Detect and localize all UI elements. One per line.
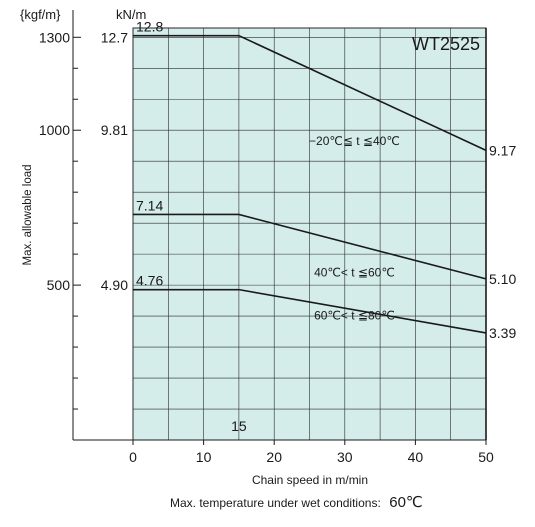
series-start-label: 12.8 xyxy=(136,19,163,35)
footnote-text: Max. temperature under wet conditions: xyxy=(170,496,381,510)
y-units-right: kN/m xyxy=(116,7,146,22)
footnote: Max. temperature under wet conditions: 6… xyxy=(170,494,423,511)
y-tick-label-kn: 9.81 xyxy=(101,122,128,138)
y-tick-label-kgf: 1000 xyxy=(39,122,70,138)
axis-lines xyxy=(72,10,487,445)
series-start-label: 7.14 xyxy=(136,197,163,213)
series-line xyxy=(133,34,487,152)
series-end-label: 9.17 xyxy=(489,142,516,158)
series-lines: 12.8 9.17 −20℃≦ t ≦40℃ 7.14 5.10 40℃< t ≦60℃ 4… xyxy=(133,19,516,341)
footnote-value: 60℃ xyxy=(389,494,423,511)
x-tick-label: 30 xyxy=(337,449,353,465)
x-axis-label: Chain speed in m/min xyxy=(252,473,368,487)
temperature-condition-label: 60℃< t ≦80℃ xyxy=(314,308,395,322)
model-label: WT2525 xyxy=(412,34,480,54)
grid-lines xyxy=(133,28,486,440)
series-end-label: 3.39 xyxy=(489,325,516,341)
tick-labels: 500 1000 1300 4.90 9.81 12.7 0 10 20 30 40 50 15 xyxy=(39,29,494,465)
y-tick-label-kn: 12.7 xyxy=(101,29,128,45)
temperature-condition-label: −20℃≦ t ≦40℃ xyxy=(309,134,400,148)
x-tick-label: 10 xyxy=(196,449,212,465)
temperature-condition-label: 40℃< t ≦60℃ xyxy=(314,266,395,280)
x-tick-label: 0 xyxy=(129,449,137,465)
y-tick-label-kn: 4.90 xyxy=(101,277,128,293)
y-units-left: {kgf/m} xyxy=(20,7,61,22)
series-line xyxy=(133,288,487,334)
x-tick-label-15: 15 xyxy=(231,418,247,434)
y-tick-label-kgf: 500 xyxy=(47,277,71,293)
series-start-label: 4.76 xyxy=(136,273,163,289)
series-line xyxy=(133,213,487,280)
x-tick-label: 50 xyxy=(478,449,494,465)
x-tick-label: 20 xyxy=(266,449,282,465)
x-tick-label: 40 xyxy=(408,449,424,465)
series-end-label: 5.10 xyxy=(489,271,516,287)
y-axis-label: Max. allowable load xyxy=(22,164,34,265)
y-tick-label-kgf: 1300 xyxy=(39,29,70,45)
